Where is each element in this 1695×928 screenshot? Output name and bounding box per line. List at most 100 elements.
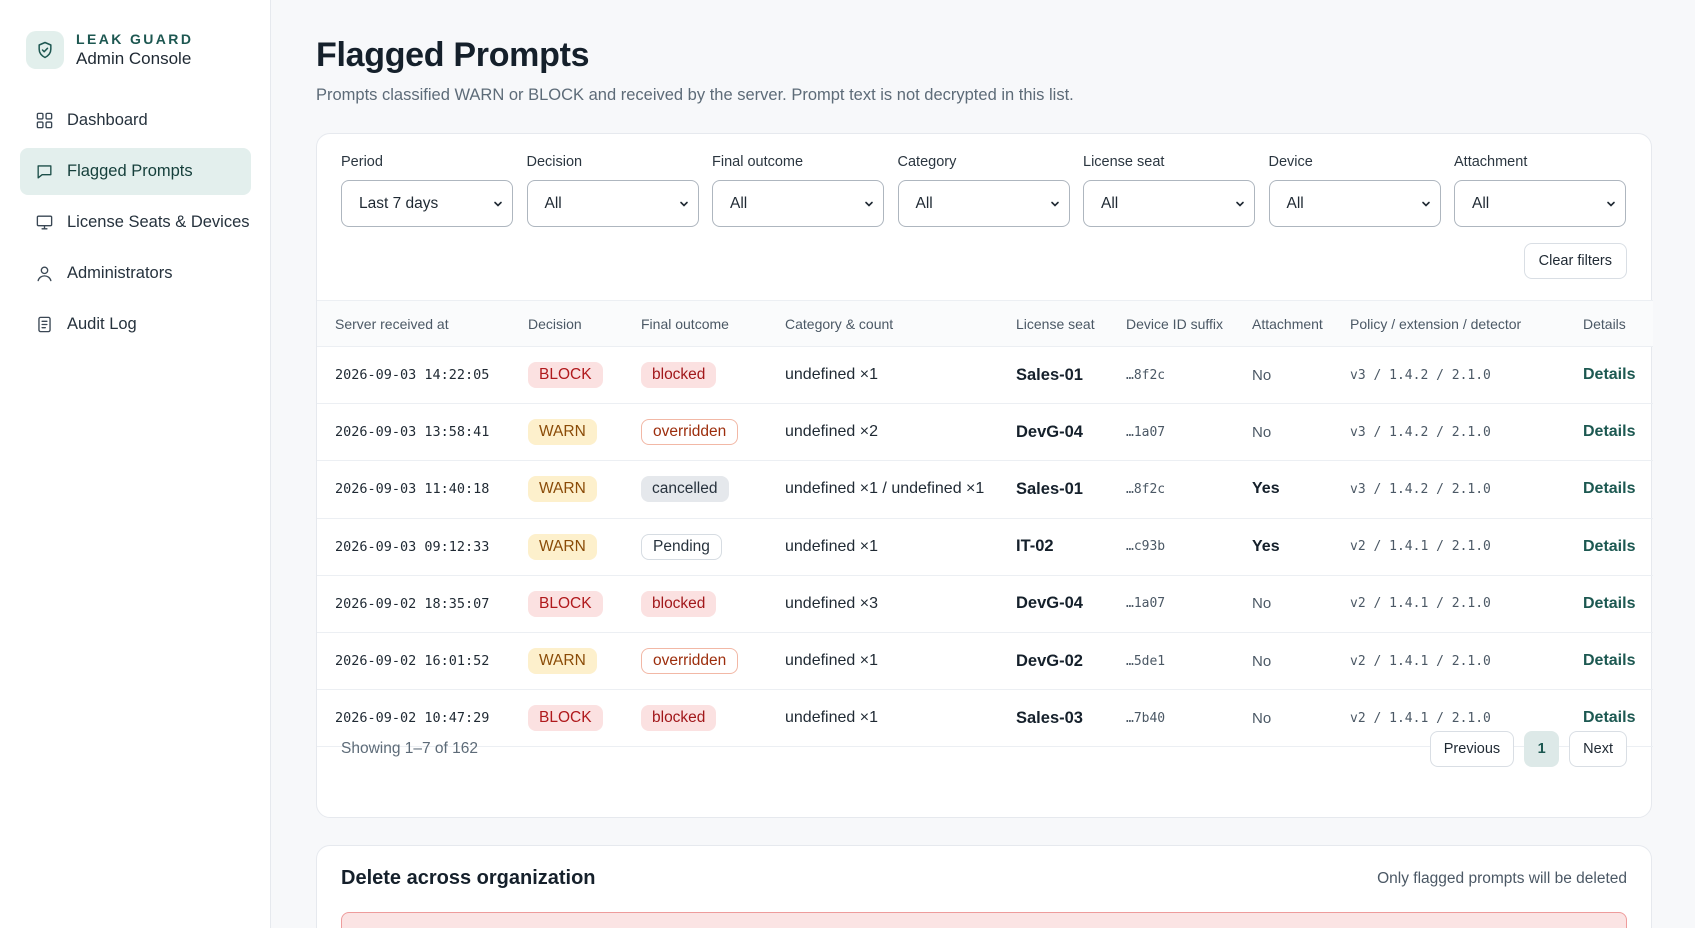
chat-icon (34, 162, 54, 182)
sidebar-item-license-seats[interactable]: License Seats & Devices (20, 199, 251, 246)
chevron-down-icon (494, 201, 502, 207)
filter-device: Device All (1268, 154, 1441, 227)
attachment-cell: No (1252, 595, 1272, 613)
select-value: All (915, 194, 933, 212)
column-header-decision[interactable]: Decision (528, 315, 582, 332)
details-link[interactable]: Details (1583, 652, 1636, 670)
outcome-cell: Pending (623, 518, 767, 575)
outcome-badge: blocked (641, 590, 717, 617)
select-value: Last 7 days (359, 194, 439, 212)
next-page-button[interactable]: Next (1569, 731, 1627, 767)
decision-select[interactable]: All (526, 180, 699, 227)
filter-final-outcome: Final outcome All (712, 154, 884, 227)
sidebar-item-dashboard[interactable]: Dashboard (20, 97, 251, 144)
brand-name: LEAK GUARD (76, 31, 194, 47)
decision-cell: BLOCK (510, 347, 623, 404)
table-row[interactable]: 2026-09-03 14:22:05 BLOCK blocked undefi… (317, 347, 1653, 404)
attachment-cell: No (1252, 366, 1272, 384)
shield-icon (26, 31, 64, 69)
category-select[interactable]: All (897, 180, 1070, 227)
details-link[interactable]: Details (1583, 594, 1636, 612)
device-cell: …8f2c (1126, 367, 1166, 383)
seat-cell: Sales-03 (1016, 708, 1083, 727)
filter-label: Device (1268, 154, 1313, 170)
column-header-policy[interactable]: Policy / extension / detector (1350, 315, 1522, 332)
details-link[interactable]: Details (1583, 537, 1636, 555)
category-cell: undefined ×1 (785, 537, 878, 555)
outcome-badge: overridden (641, 648, 739, 675)
table-row[interactable]: 2026-09-03 11:40:18 WARN cancelled undef… (317, 461, 1653, 519)
seat-cell: IT-02 (1016, 537, 1054, 556)
outcome-cell: cancelled (623, 461, 767, 518)
outcome-cell: overridden (623, 632, 767, 689)
received-cell: 2026-09-02 16:01:52 (335, 653, 490, 670)
attachment-cell: No (1252, 652, 1272, 670)
decision-cell: BLOCK (510, 690, 623, 747)
policy-cell: v2 / 1.4.1 / 2.1.0 (1350, 653, 1491, 669)
column-header-details: Details (1583, 315, 1626, 332)
seat-cell: DevG-04 (1016, 594, 1083, 613)
filter-label: Category (897, 154, 957, 170)
policy-cell: v2 / 1.4.1 / 2.1.0 (1350, 539, 1491, 555)
device-cell: …8f2c (1126, 481, 1166, 497)
details-cell: Details (1565, 632, 1653, 689)
details-link[interactable]: Details (1583, 709, 1636, 727)
category-cell: undefined ×1 / undefined ×1 (785, 480, 985, 498)
table-row[interactable]: 2026-09-02 18:35:07 BLOCK blocked undefi… (317, 575, 1653, 633)
clear-filters-button[interactable]: Clear filters (1523, 243, 1627, 279)
column-header-outcome[interactable]: Final outcome (641, 315, 729, 332)
chevron-down-icon (1421, 201, 1430, 207)
column-header-received[interactable]: Server received at (335, 315, 449, 332)
category-cell: undefined ×1 (785, 366, 878, 384)
showing-count: Showing 1–7 of 162 (341, 740, 479, 757)
period-select[interactable]: Last 7 days (341, 180, 513, 227)
filter-bar: Period Last 7 days Decision All Final ou… (341, 154, 1626, 227)
category-cell: undefined ×1 (785, 709, 878, 727)
table-header-row: Server received at Decision Final outcom… (317, 300, 1653, 347)
decision-badge: BLOCK (528, 590, 603, 617)
decision-cell: BLOCK (510, 575, 623, 632)
column-header-category[interactable]: Category & count (785, 315, 894, 332)
filter-decision: Decision All (526, 154, 699, 227)
received-cell: 2026-09-02 10:47:29 (335, 710, 490, 727)
details-link[interactable]: Details (1583, 423, 1636, 441)
sidebar-item-label: License Seats & Devices (67, 213, 250, 231)
table-row[interactable]: 2026-09-03 09:12:33 WARN Pending undefin… (317, 518, 1653, 576)
details-cell: Details (1565, 461, 1653, 518)
page-description: Prompts classified WARN or BLOCK and rec… (316, 86, 1074, 104)
sidebar-item-flagged-prompts[interactable]: Flagged Prompts (20, 148, 251, 195)
device-select[interactable]: All (1268, 180, 1441, 227)
column-header-seat[interactable]: License seat (1016, 315, 1095, 332)
attachment-select[interactable]: All (1454, 180, 1626, 227)
column-header-attachment[interactable]: Attachment (1252, 315, 1323, 332)
device-cell: …c93b (1126, 539, 1166, 555)
table-row[interactable]: 2026-09-03 13:58:41 WARN overridden unde… (317, 404, 1653, 461)
select-value: All (544, 194, 562, 212)
previous-page-button[interactable]: Previous (1429, 731, 1515, 767)
final-outcome-select[interactable]: All (712, 180, 884, 227)
details-link[interactable]: Details (1583, 480, 1636, 498)
policy-cell: v3 / 1.4.2 / 2.1.0 (1350, 367, 1491, 383)
device-cell: …5de1 (1126, 653, 1166, 669)
outcome-cell: blocked (623, 690, 767, 747)
license-seat-select[interactable]: All (1083, 180, 1255, 227)
received-cell: 2026-09-03 11:40:18 (335, 481, 490, 498)
details-link[interactable]: Details (1583, 366, 1636, 384)
outcome-cell: blocked (623, 575, 767, 632)
outcome-badge: blocked (641, 705, 717, 732)
table-row[interactable]: 2026-09-02 10:47:29 BLOCK blocked undefi… (317, 690, 1653, 747)
brand-subtitle: Admin Console (76, 49, 192, 68)
table-footer: Showing 1–7 of 162 Previous 1 Next (341, 731, 1627, 767)
table-row[interactable]: 2026-09-02 16:01:52 WARN overridden unde… (317, 632, 1653, 690)
outcome-cell: overridden (623, 404, 767, 461)
current-page-button[interactable]: 1 (1524, 731, 1560, 767)
device-cell: …1a07 (1126, 596, 1166, 612)
sidebar-item-label: Flagged Prompts (67, 162, 193, 180)
sidebar-item-audit-log[interactable]: Audit Log (20, 301, 251, 348)
attachment-cell: Yes (1252, 537, 1280, 555)
column-header-device[interactable]: Device ID suffix (1126, 315, 1223, 332)
sidebar-item-administrators[interactable]: Administrators (20, 250, 251, 297)
chevron-down-icon (865, 201, 873, 207)
outcome-badge: overridden (641, 419, 739, 446)
outcome-badge: Pending (641, 533, 722, 560)
